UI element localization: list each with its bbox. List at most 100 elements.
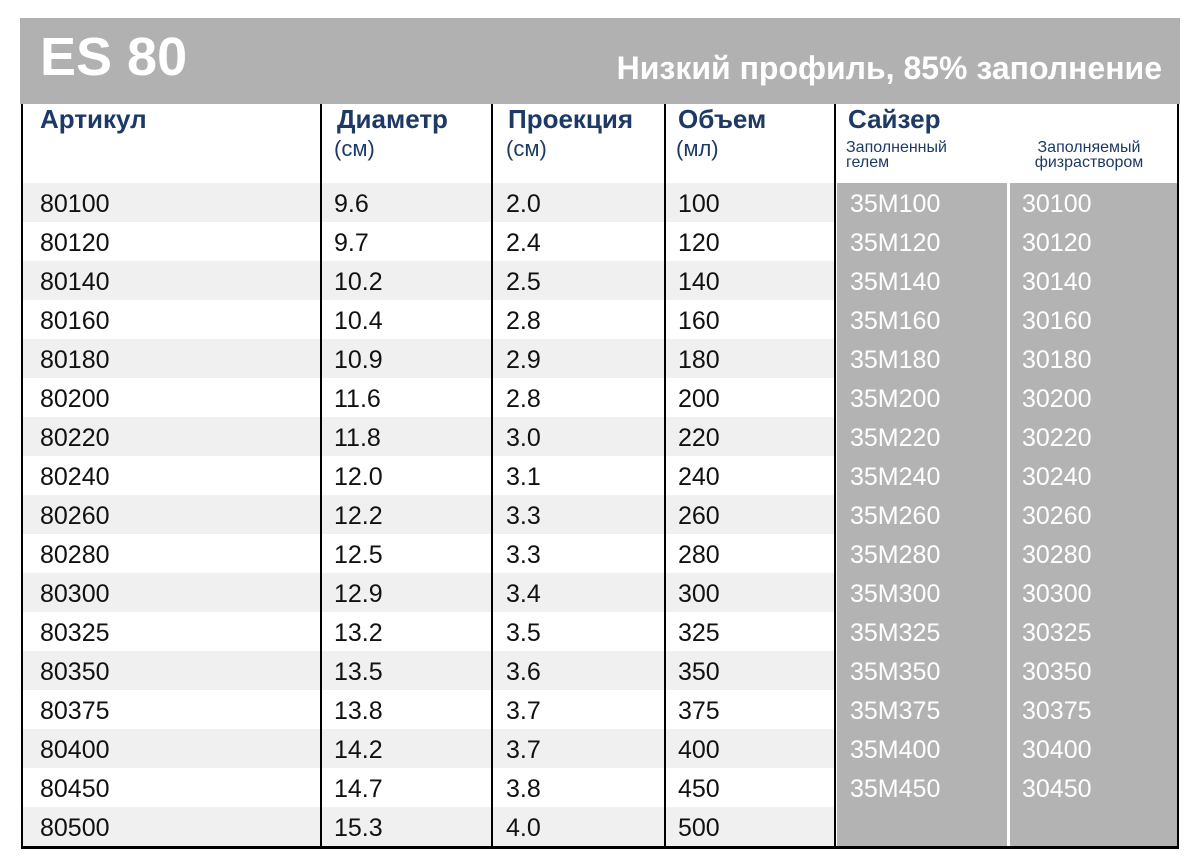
table-cell: 9.7 xyxy=(334,229,369,257)
table-cell: 35M120 xyxy=(850,229,941,257)
table-cell: 30280 xyxy=(1022,541,1092,569)
row-stripe xyxy=(23,573,835,612)
table-cell: 14.2 xyxy=(334,736,383,764)
table-cell: 30240 xyxy=(1022,463,1092,491)
table-cell: 80200 xyxy=(40,385,110,413)
table-cell: 13.8 xyxy=(334,697,383,725)
table-cell: 140 xyxy=(678,268,720,296)
table-cell: 35M220 xyxy=(850,424,941,452)
table-cell: 80140 xyxy=(40,268,110,296)
row-stripe xyxy=(23,261,835,300)
column-unit: (см) xyxy=(506,136,547,161)
table-cell: 3.7 xyxy=(506,736,541,764)
header-bar xyxy=(20,18,1180,104)
table-cell: 13.5 xyxy=(334,658,383,686)
table-cell: 30140 xyxy=(1022,268,1092,296)
table-cell: 35M160 xyxy=(850,307,941,335)
table-cell: 10.9 xyxy=(334,346,383,374)
table-cell: 35M240 xyxy=(850,463,941,491)
table-cell: 35M375 xyxy=(850,697,941,725)
column-unit: (мл) xyxy=(676,136,719,161)
table-cell: 3.3 xyxy=(506,502,541,530)
table-cell: 35M450 xyxy=(850,775,941,803)
table-cell: 80160 xyxy=(40,307,110,335)
table-cell: 2.0 xyxy=(506,190,541,218)
table-cell: 450 xyxy=(678,775,720,803)
row-stripe xyxy=(23,417,835,456)
table-cell: 80180 xyxy=(40,346,110,374)
subtitle: Низкий профиль, 85% заполнение xyxy=(616,50,1162,86)
table-cell: 35M200 xyxy=(850,385,941,413)
table-cell: 30300 xyxy=(1022,580,1092,608)
row-stripe xyxy=(23,729,835,768)
table-cell: 14.7 xyxy=(334,775,383,803)
table-cell: 2.8 xyxy=(506,385,541,413)
subcolumn-header: Заполненный гелем xyxy=(846,139,947,171)
table-cell: 100 xyxy=(678,190,720,218)
table-cell: 11.6 xyxy=(334,385,381,413)
table-cell: 35M300 xyxy=(850,580,941,608)
table-cell: 35M350 xyxy=(850,658,941,686)
table-cell: 80350 xyxy=(40,658,110,686)
table-cell: 240 xyxy=(678,463,720,491)
table-cell: 80220 xyxy=(40,424,110,452)
table-cell: 15.3 xyxy=(334,814,383,842)
table-cell: 2.4 xyxy=(506,229,541,257)
table-cell: 180 xyxy=(678,346,720,374)
table-cell: 30220 xyxy=(1022,424,1092,452)
table-cell: 30325 xyxy=(1022,619,1092,647)
table-cell: 80450 xyxy=(40,775,110,803)
table-cell: 80375 xyxy=(40,697,110,725)
table-cell: 12.5 xyxy=(334,541,383,569)
column-header: Диаметр xyxy=(337,104,448,134)
table-cell: 80260 xyxy=(40,502,110,530)
table-cell: 30200 xyxy=(1022,385,1092,413)
table-cell: 3.3 xyxy=(506,541,541,569)
table-cell: 80500 xyxy=(40,814,110,842)
table-cell: 80100 xyxy=(40,190,110,218)
table-cell: 2.5 xyxy=(506,268,541,296)
table-cell: 9.6 xyxy=(334,190,369,218)
table-cell: 13.2 xyxy=(334,619,383,647)
column-line xyxy=(320,104,322,848)
table-cell: 12.0 xyxy=(334,463,383,491)
row-stripe xyxy=(23,339,835,378)
table-cell: 280 xyxy=(678,541,720,569)
table-cell: 400 xyxy=(678,736,720,764)
sizer-divider xyxy=(1007,183,1010,847)
table-cell: 30375 xyxy=(1022,697,1092,725)
table-cell: 35M100 xyxy=(850,190,941,218)
table-cell: 3.8 xyxy=(506,775,541,803)
table-cell: 35M140 xyxy=(850,268,941,296)
column-header: Объем xyxy=(678,104,767,134)
column-header: Проекция xyxy=(508,104,634,134)
table-cell: 10.4 xyxy=(334,307,383,335)
table-cell: 30180 xyxy=(1022,346,1092,374)
table-cell: 30260 xyxy=(1022,502,1092,530)
table-cell: 30400 xyxy=(1022,736,1092,764)
table-cell: 35M400 xyxy=(850,736,941,764)
table-cell: 35M180 xyxy=(850,346,941,374)
table-cell: 35M260 xyxy=(850,502,941,530)
table-cell: 30100 xyxy=(1022,190,1092,218)
table-cell: 260 xyxy=(678,502,720,530)
table-cell: 12.2 xyxy=(334,502,383,530)
table-cell: 3.6 xyxy=(506,658,541,686)
row-stripe xyxy=(23,183,835,222)
table-cell: 10.2 xyxy=(334,268,383,296)
border xyxy=(21,104,23,848)
table-cell: 375 xyxy=(678,697,720,725)
table-cell: 300 xyxy=(678,580,720,608)
table-cell: 3.0 xyxy=(506,424,541,452)
table-cell: 500 xyxy=(678,814,720,842)
table-cell: 3.5 xyxy=(506,619,541,647)
table-cell: 3.7 xyxy=(506,697,541,725)
row-stripe xyxy=(23,651,835,690)
table-cell: 350 xyxy=(678,658,720,686)
column-header: Артикул xyxy=(40,104,147,134)
subcolumn-header: Заполняемый физраствором xyxy=(1034,139,1144,171)
border xyxy=(21,846,1179,849)
table-cell: 4.0 xyxy=(506,814,541,842)
table-cell: 80280 xyxy=(40,541,110,569)
